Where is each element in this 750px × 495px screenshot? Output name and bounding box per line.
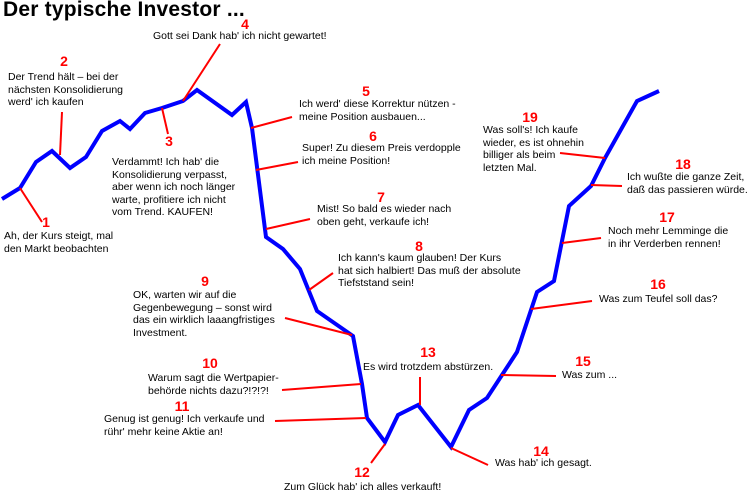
leader-line-9 <box>284 317 353 336</box>
leader-line-3 <box>161 107 169 135</box>
annotation-number-2: 2 <box>60 53 68 69</box>
annotation-number-6: 6 <box>369 128 377 144</box>
annotation-text-3: Verdammt! Ich hab' die Konsolidierung ve… <box>112 156 236 219</box>
annotation-number-16: 16 <box>650 276 666 292</box>
annotation-number-12: 12 <box>354 464 370 480</box>
leader-line-8 <box>308 272 334 291</box>
annotation-text-13: Es wird trotzdem abstürzen. <box>363 361 494 373</box>
annotation-number-1: 1 <box>42 214 50 230</box>
annotation-number-10: 10 <box>202 355 218 371</box>
leader-line-5 <box>250 116 293 129</box>
annotation-text-7: Mist! So bald es wieder nach oben geht, … <box>317 203 452 228</box>
annotation-number-17: 17 <box>659 209 675 225</box>
annotation-text-10: Warum sagt die Wertpapier- behörde nicht… <box>148 372 279 397</box>
annotation-text-4: Gott sei Dank hab' ich nicht gewartet! <box>153 30 327 42</box>
annotation-number-8: 8 <box>415 238 423 254</box>
annotation-number-5: 5 <box>362 83 370 99</box>
annotation-text-8: Ich kann's kaum glauben! Der Kurs hat si… <box>338 252 521 290</box>
leader-line-18 <box>590 184 623 187</box>
annotation-text-12: Zum Glück hab' ich alles verkauft! <box>284 481 442 493</box>
leader-line-1 <box>19 187 43 223</box>
annotation-text-1: Ah, der Kurs steigt, mal den Markt beoba… <box>4 230 114 255</box>
annotation-text-17: Noch mehr Lemminge die in ihr Verderben … <box>608 225 729 250</box>
annotation-text-9: OK, warten wir auf die Gegenbewegung – s… <box>133 289 275 339</box>
annotation-text-5: Ich werd' diese Korrektur nützen - meine… <box>299 98 456 123</box>
annotation-number-14: 14 <box>533 443 549 459</box>
annotation-text-11: Genug ist genug! Ich verkaufe und rühr' … <box>104 413 265 438</box>
annotation-number-9: 9 <box>201 273 209 289</box>
leader-line-12 <box>370 443 386 464</box>
annotation-text-6: Super! Zu diesem Preis verdopple ich mei… <box>302 142 461 167</box>
leader-line-17 <box>561 237 602 244</box>
annotation-text-16: Was zum Teufel soll das? <box>599 293 718 305</box>
leader-line-2 <box>59 111 63 156</box>
leader-line-16 <box>530 300 593 310</box>
annotation-text-19: Was soll's! Ich kaufe wieder, es ist ohn… <box>483 124 584 174</box>
leader-line-14 <box>450 447 489 466</box>
leader-line-11 <box>274 417 367 422</box>
leader-line-19 <box>559 152 606 159</box>
annotation-text-15: Was zum ... <box>562 369 618 381</box>
annotation-number-13: 13 <box>420 344 436 360</box>
leader-line-6 <box>255 161 299 171</box>
annotation-number-4: 4 <box>241 16 249 32</box>
annotation-text-2: Der Trend hält – bei der nächsten Konsol… <box>8 71 123 109</box>
annotation-number-11: 11 <box>174 398 190 414</box>
annotation-number-19: 19 <box>522 109 538 125</box>
annotation-text-14: Was hab' ich gesagt. <box>495 457 592 469</box>
annotation-number-3: 3 <box>165 133 173 149</box>
annotation-number-7: 7 <box>377 189 385 205</box>
leader-line-4 <box>182 43 221 102</box>
annotation-number-15: 15 <box>575 353 591 369</box>
annotation-number-18: 18 <box>675 156 691 172</box>
leader-line-7 <box>265 218 311 230</box>
page-title: Der typische Investor ... <box>3 0 245 21</box>
annotation-text-18: Ich wußte die ganze Zeit, daß das passie… <box>627 171 748 196</box>
leader-line-10 <box>281 383 362 391</box>
price-line <box>0 87 660 451</box>
leader-line-15 <box>500 374 557 377</box>
